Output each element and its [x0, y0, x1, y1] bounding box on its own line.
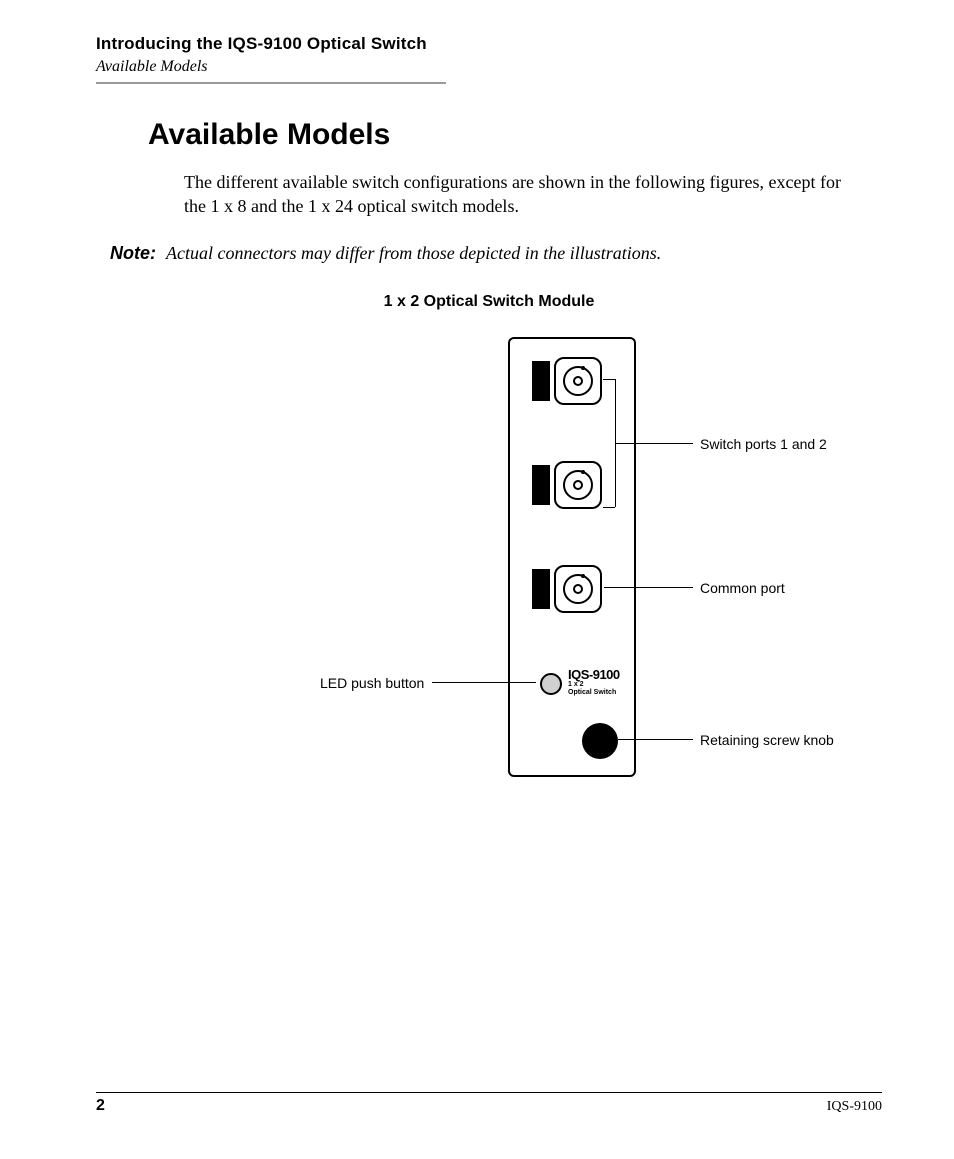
- callout-led-button: LED push button: [320, 675, 424, 691]
- callout-lead: [615, 443, 693, 444]
- port-tab-icon: [532, 465, 550, 505]
- header-rule: [96, 82, 446, 84]
- footer-doc-label: IQS-9100: [827, 1099, 882, 1115]
- port-connector-icon: [554, 461, 602, 509]
- callout-switch-ports: Switch ports 1 and 2: [700, 436, 827, 452]
- callout-common-port: Common port: [700, 580, 785, 596]
- page-footer: 2 IQS-9100: [96, 1092, 882, 1115]
- callout-lead: [604, 587, 693, 588]
- port-index-dot-icon: [581, 574, 585, 578]
- callout-bracket-top: [603, 379, 615, 380]
- footer-rule: [96, 1092, 882, 1093]
- figure-caption: 1 x 2 Optical Switch Module: [96, 293, 882, 311]
- port-connector-icon: [554, 565, 602, 613]
- figure: IQS-9100 1 x 2 Optical Switch Switch por…: [96, 337, 882, 807]
- running-section-title: Available Models: [96, 58, 882, 76]
- device-type-label: Optical Switch: [568, 689, 616, 696]
- section-title: Available Models: [148, 118, 882, 152]
- callout-lead: [618, 739, 693, 740]
- led-push-button-icon: [540, 673, 562, 695]
- port-index-dot-icon: [581, 470, 585, 474]
- callout-retaining-knob: Retaining screw knob: [700, 732, 834, 748]
- intro-paragraph: The different available switch configura…: [184, 170, 864, 219]
- running-chapter-title: Introducing the IQS-9100 Optical Switch: [96, 34, 882, 54]
- port-tab-icon: [532, 569, 550, 609]
- module-outline: IQS-9100 1 x 2 Optical Switch: [508, 337, 636, 777]
- note-text: Actual connectors may differ from those …: [166, 241, 661, 265]
- note: Note: Actual connectors may differ from …: [110, 241, 882, 265]
- page-number: 2: [96, 1097, 105, 1115]
- callout-lead: [432, 682, 536, 683]
- device-config-label: 1 x 2: [568, 681, 584, 688]
- retaining-screw-knob-icon: [582, 723, 618, 759]
- port-tab-icon: [532, 361, 550, 401]
- port-index-dot-icon: [581, 366, 585, 370]
- page: Introducing the IQS-9100 Optical Switch …: [0, 0, 954, 1159]
- callout-bracket-bottom: [603, 507, 615, 508]
- device-model-label: IQS-9100: [568, 667, 620, 682]
- note-label: Note:: [110, 243, 156, 264]
- port-connector-icon: [554, 357, 602, 405]
